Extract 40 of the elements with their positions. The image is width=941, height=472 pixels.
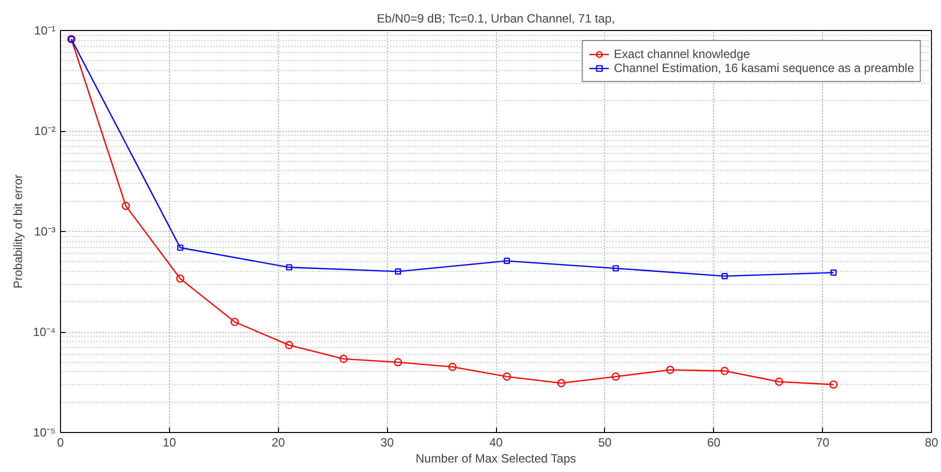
point <box>504 258 510 264</box>
point <box>176 274 184 283</box>
point <box>177 244 184 251</box>
point <box>612 265 619 272</box>
point <box>339 354 348 363</box>
x-tick-label: 20 <box>272 436 286 450</box>
legend-label: Channel Estimation, 16 kasami sequence as a preamble <box>614 61 914 75</box>
x-axis-title: Number of Max Selected Taps <box>416 452 576 466</box>
y-tick-label: 10⁻² <box>34 124 56 138</box>
y-tick-label: 10⁻³ <box>34 224 56 238</box>
x-tick-label: 60 <box>707 436 721 450</box>
point <box>394 358 402 366</box>
y-tick-label: 10⁻⁴ <box>32 325 56 339</box>
point <box>720 366 729 376</box>
y-tick-label: 10⁻¹ <box>34 24 56 38</box>
x-tick-label: 40 <box>489 436 503 450</box>
x-tick-label: 70 <box>816 436 830 450</box>
x-tick-label: 80 <box>924 436 938 450</box>
x-tick-label: 30 <box>380 436 394 450</box>
point <box>285 341 294 350</box>
point <box>502 372 511 381</box>
x-tick-label: 50 <box>598 436 612 450</box>
point <box>122 202 130 210</box>
y-axis-title: Probability of bit error <box>10 174 25 289</box>
point <box>612 372 620 381</box>
point <box>774 378 784 386</box>
point <box>230 318 239 326</box>
point <box>829 380 838 389</box>
x-tick-label: 0 <box>57 436 64 450</box>
point <box>557 379 566 388</box>
point <box>666 366 674 374</box>
legend-label: Exact channel knowledge <box>614 47 750 61</box>
point <box>722 272 728 280</box>
chart-title: Eb/N0=9 dB; Tc=0.1, Urban Channel, 71 tap, <box>376 12 615 26</box>
point <box>830 270 837 276</box>
x-tick-label: 10 <box>162 436 176 450</box>
point <box>394 268 402 275</box>
point <box>448 362 457 371</box>
point <box>286 264 292 270</box>
y-tick-label: 10⁻⁵ <box>33 426 56 440</box>
